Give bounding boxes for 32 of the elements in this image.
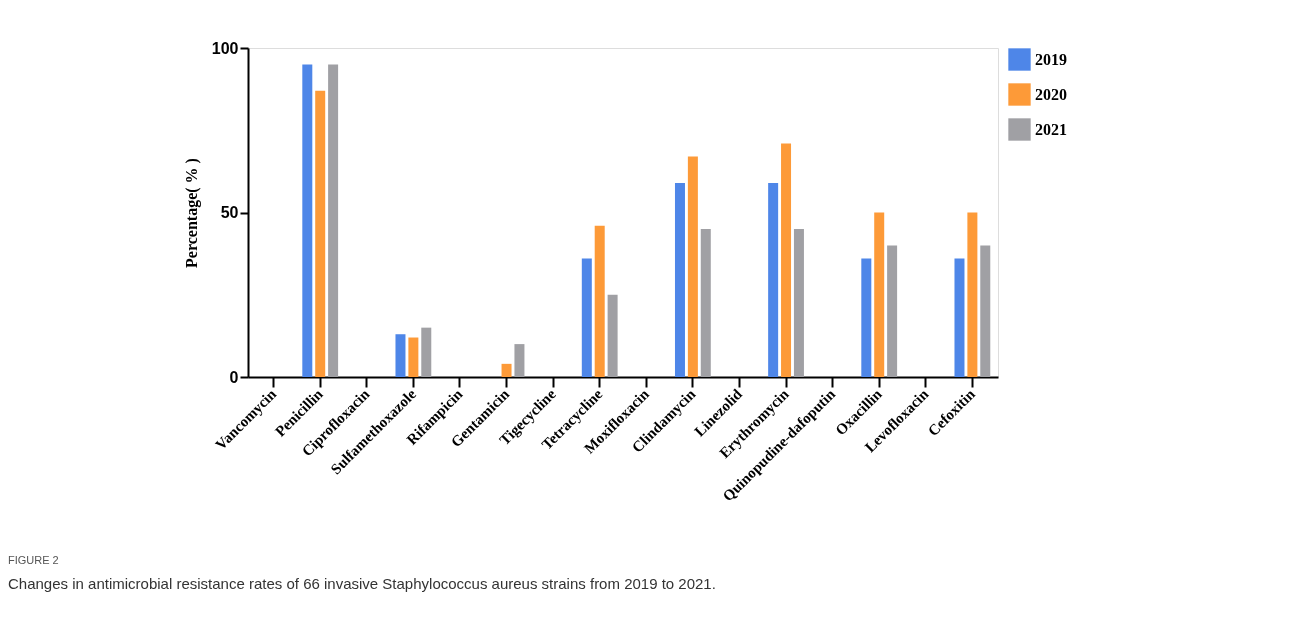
bar [887, 245, 898, 377]
bar [328, 64, 339, 377]
y-tick-label: 50 [220, 204, 239, 221]
y-tick-label: 100 [211, 39, 239, 57]
bar [594, 225, 605, 377]
bar [980, 245, 991, 377]
bar [315, 90, 326, 377]
bar [581, 258, 592, 377]
bar [687, 156, 698, 377]
bar [408, 337, 419, 377]
text: Changes in antimicrobial resistance rates of 66 invasive Staphylococcus aureus strains from 2019 to 2021. [8, 575, 716, 592]
bar [768, 182, 779, 377]
bar [967, 212, 978, 377]
y-axis-title: Percentage( % ) [182, 158, 201, 268]
y-tick-label: 0 [229, 368, 239, 386]
bar [421, 327, 432, 377]
bar [501, 363, 512, 377]
legend-label: 2020 [1035, 85, 1067, 103]
bar [302, 64, 313, 377]
bar [674, 182, 685, 377]
bar [781, 143, 792, 377]
bar [395, 334, 406, 377]
bar [607, 294, 618, 377]
bar [954, 258, 965, 377]
bar [793, 228, 804, 377]
bar [861, 258, 872, 377]
bar [874, 212, 885, 377]
bar [700, 228, 711, 377]
legend-label: 2021 [1035, 120, 1067, 138]
bar [514, 344, 525, 377]
legend-label: 2019 [1035, 50, 1067, 68]
caption: FIGURE 2 [8, 554, 59, 566]
